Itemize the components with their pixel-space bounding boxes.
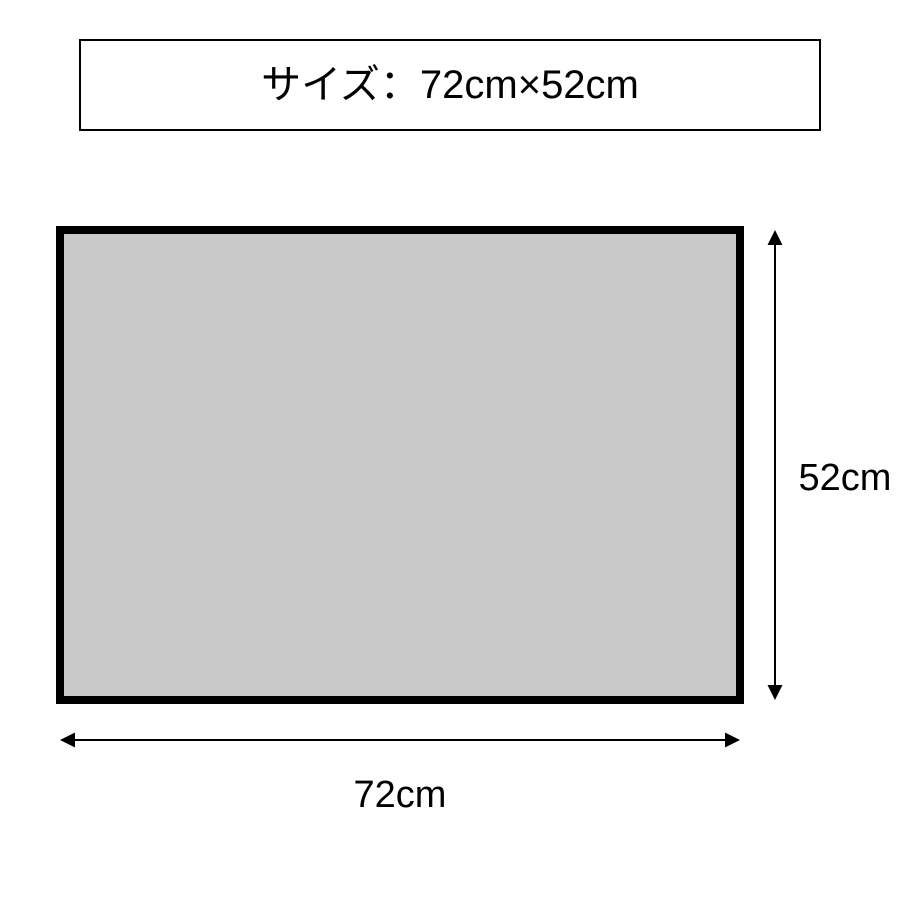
product-rectangle <box>60 230 740 700</box>
width-dimension-label: 72cm <box>354 774 447 816</box>
title-text: サイズ：72cm×52cm <box>261 63 639 107</box>
width-dimension-arrow <box>60 733 740 748</box>
size-diagram: サイズ：72cm×52cm 72cm 52cm <box>0 0 900 900</box>
height-dimension-arrow <box>768 230 783 700</box>
height-dimension-label: 52cm <box>799 457 892 499</box>
